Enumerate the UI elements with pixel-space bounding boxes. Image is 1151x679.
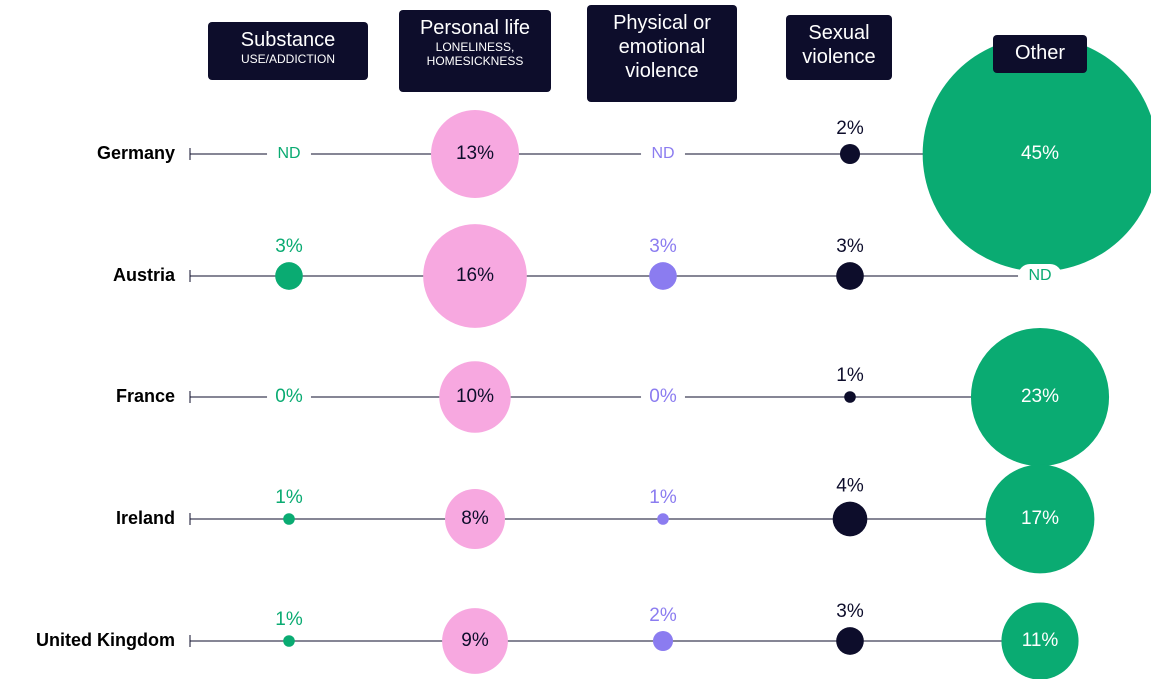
row-label: France bbox=[115, 386, 175, 406]
value-label: 4% bbox=[836, 476, 864, 497]
bubble bbox=[431, 110, 519, 198]
label-bg bbox=[267, 142, 311, 166]
bubble bbox=[439, 361, 511, 433]
value-label: 1% bbox=[836, 365, 864, 386]
bubble bbox=[922, 36, 1151, 272]
column-header: Other bbox=[993, 35, 1087, 73]
bubble bbox=[836, 627, 864, 655]
value-label: 1% bbox=[649, 487, 677, 508]
value-label: 16% bbox=[456, 265, 494, 286]
bubble bbox=[283, 513, 295, 525]
value-label: ND bbox=[277, 145, 300, 162]
label-bg bbox=[267, 385, 311, 409]
value-label: 0% bbox=[649, 386, 677, 407]
value-label: 2% bbox=[836, 118, 864, 139]
bubble bbox=[283, 635, 295, 647]
column-title: Physical or emotional violence bbox=[613, 12, 711, 82]
bubble bbox=[1001, 602, 1079, 679]
value-label: 45% bbox=[1021, 143, 1059, 164]
value-label: 23% bbox=[1021, 386, 1059, 407]
bubble bbox=[832, 501, 868, 537]
column-header: Personal life LONELINESS, HOMESICKNESS bbox=[399, 10, 551, 92]
value-label: ND bbox=[1028, 267, 1051, 284]
bubble bbox=[839, 143, 861, 165]
value-label: 0% bbox=[275, 386, 303, 407]
bubble bbox=[275, 262, 303, 290]
value-label: 3% bbox=[836, 601, 864, 622]
bubble bbox=[970, 327, 1110, 467]
bubble bbox=[985, 464, 1095, 574]
value-label: 3% bbox=[649, 236, 677, 257]
column-title: Substance bbox=[240, 29, 336, 51]
value-label: 3% bbox=[275, 236, 303, 257]
bubble bbox=[423, 224, 527, 328]
bubble bbox=[649, 262, 677, 290]
value-label: 13% bbox=[456, 143, 494, 164]
value-label: 1% bbox=[275, 487, 303, 508]
label-bg bbox=[641, 142, 685, 166]
value-label: 9% bbox=[461, 630, 489, 651]
column-header: Physical or emotional violence bbox=[587, 5, 737, 102]
row-label: Ireland bbox=[115, 508, 175, 528]
bubble bbox=[652, 630, 674, 652]
column-title: Sexual violence bbox=[802, 22, 876, 68]
value-label: 3% bbox=[836, 236, 864, 257]
label-bg bbox=[641, 385, 685, 409]
bubble bbox=[657, 513, 669, 525]
row-label: Austria bbox=[112, 265, 175, 285]
column-subtitle: LONELINESS, HOMESICKNESS bbox=[426, 40, 524, 68]
value-label: 8% bbox=[461, 508, 489, 529]
label-bg bbox=[1018, 264, 1062, 288]
bubble bbox=[836, 262, 864, 290]
column-title: Personal life bbox=[419, 17, 531, 39]
value-label: 2% bbox=[649, 605, 677, 626]
bubble bbox=[442, 608, 508, 674]
value-label: 17% bbox=[1021, 508, 1059, 529]
column-title: Other bbox=[1014, 42, 1066, 64]
value-label: 11% bbox=[1022, 630, 1059, 651]
value-label: 1% bbox=[275, 609, 303, 630]
row-label: United Kingdom bbox=[36, 630, 175, 650]
bubble bbox=[445, 489, 505, 549]
column-header: Substance USE/ADDICTION bbox=[208, 22, 368, 80]
row-label: Germany bbox=[96, 143, 175, 163]
column-header: Sexual violence bbox=[786, 15, 892, 80]
column-subtitle: USE/ADDICTION bbox=[240, 52, 335, 66]
value-label: 10% bbox=[456, 386, 494, 407]
value-label: ND bbox=[651, 145, 674, 162]
bubble bbox=[844, 391, 856, 403]
